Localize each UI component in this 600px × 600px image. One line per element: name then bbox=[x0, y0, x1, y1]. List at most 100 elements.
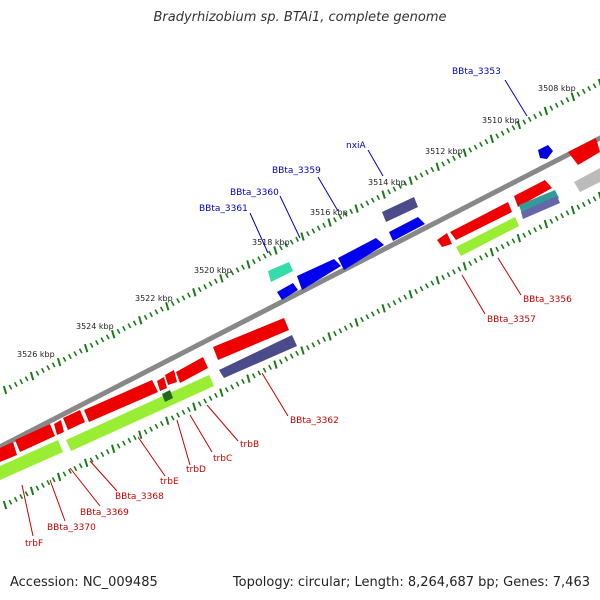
reverse-tick-mark bbox=[554, 215, 559, 222]
gene-trbf[interactable] bbox=[0, 442, 17, 462]
forward-tick-mark bbox=[132, 320, 137, 326]
gene-label[interactable]: trbC bbox=[213, 454, 232, 464]
gene-bbta-3361[interactable] bbox=[268, 262, 293, 282]
gene-bbta-3357-small[interactable] bbox=[437, 233, 452, 247]
reverse-tick-mark bbox=[284, 356, 289, 362]
forward-tick-mark bbox=[533, 113, 537, 120]
forward-tick-mark bbox=[149, 312, 153, 318]
reverse-tick-mark bbox=[73, 465, 78, 472]
gene-label[interactable]: BBta_3359 bbox=[272, 166, 321, 176]
forward-gene-labels: BBta_3353 nxiA BBta_3359 BBta_3360 BBta_… bbox=[199, 67, 501, 214]
leader-bbta-3357 bbox=[461, 274, 486, 315]
reverse-tick-mark bbox=[565, 210, 570, 216]
gene-bbta-3356-teal[interactable] bbox=[519, 190, 559, 214]
gene-bbta-3353[interactable] bbox=[538, 145, 553, 159]
forward-tick-mark bbox=[322, 222, 327, 228]
gene-bbta-3361b[interactable] bbox=[277, 283, 298, 300]
gene-trbb[interactable] bbox=[176, 357, 208, 383]
forward-tick-mark bbox=[127, 323, 132, 329]
gene-bbta-3368[interactable] bbox=[63, 410, 85, 430]
gene-nxia[interactable] bbox=[389, 217, 425, 241]
reverse-tick-mark bbox=[549, 218, 554, 224]
gene-label[interactable]: BBta_3362 bbox=[290, 416, 339, 426]
reverse-tick-mark bbox=[365, 314, 370, 320]
reverse-tick-mark bbox=[516, 233, 522, 243]
gene-bbta-3359[interactable] bbox=[338, 238, 384, 270]
gene-label[interactable]: BBta_3353 bbox=[452, 67, 501, 77]
reverse-tick-mark bbox=[127, 437, 132, 443]
gene-label[interactable]: BBta_3361 bbox=[199, 204, 248, 214]
gene-label[interactable]: nxiA bbox=[346, 141, 367, 151]
gene-label[interactable]: BBta_3370 bbox=[47, 523, 96, 533]
forward-tick-mark bbox=[24, 376, 29, 382]
gene-label[interactable]: BBta_3357 bbox=[487, 315, 536, 325]
forward-tick-mark bbox=[143, 314, 148, 321]
reverse-tick-mark bbox=[581, 201, 586, 208]
gene-dark-green[interactable] bbox=[162, 390, 173, 402]
gene-label[interactable]: trbF bbox=[25, 539, 43, 549]
tick-label: 3516 kbp bbox=[310, 208, 348, 217]
forward-tick-mark bbox=[116, 328, 121, 334]
gene-label[interactable]: BBta_3356 bbox=[523, 295, 572, 305]
reverse-tick-mark bbox=[387, 302, 391, 309]
reverse-tick-mark bbox=[349, 322, 354, 328]
forward-tick-mark bbox=[105, 334, 110, 340]
reverse-tick-mark bbox=[95, 454, 99, 460]
forward-tick-mark bbox=[197, 286, 202, 293]
gene-label[interactable]: trbD bbox=[186, 465, 206, 475]
gene-grey-right[interactable] bbox=[574, 168, 600, 192]
reverse-tick-mark bbox=[354, 318, 359, 327]
forward-tick-mark bbox=[46, 365, 51, 371]
forward-tick-mark bbox=[100, 337, 105, 343]
forward-tick-mark bbox=[214, 278, 218, 284]
forward-tick-mark bbox=[203, 284, 208, 290]
reverse-tick-mark bbox=[543, 219, 549, 229]
reverse-tick-mark bbox=[100, 451, 105, 458]
gene-trbc[interactable] bbox=[165, 370, 177, 385]
gene-bbta-3370[interactable] bbox=[15, 424, 55, 452]
forward-tick-mark bbox=[289, 239, 294, 245]
forward-tick-mark bbox=[414, 175, 418, 181]
gene-label[interactable]: BBta_3360 bbox=[230, 188, 279, 198]
reverse-tick-mark bbox=[511, 238, 516, 244]
gene-bbta-3369[interactable] bbox=[54, 420, 64, 435]
reverse-tick-mark bbox=[473, 258, 478, 264]
forward-tick-mark bbox=[570, 92, 576, 102]
forward-tick-mark bbox=[592, 83, 597, 89]
gene-bbta-3356-navy[interactable] bbox=[521, 196, 560, 219]
gene-rna-left[interactable] bbox=[0, 440, 63, 480]
forward-tick-mark bbox=[230, 270, 235, 276]
leader-bbta-3359 bbox=[317, 176, 339, 212]
reverse-tick-mark bbox=[408, 290, 413, 299]
forward-tick-mark bbox=[484, 139, 489, 145]
gene-trbd[interactable] bbox=[157, 377, 167, 391]
gene-bbta-3357-red[interactable] bbox=[450, 202, 512, 240]
gene-label[interactable]: trbB bbox=[240, 440, 259, 450]
gene-bbta-3362-navy[interactable] bbox=[219, 335, 297, 378]
forward-tick-mark bbox=[19, 379, 24, 385]
tick-label: 3508 kbp bbox=[538, 84, 576, 93]
forward-tick-mark bbox=[122, 326, 126, 332]
gene-nxia-upper[interactable] bbox=[382, 197, 418, 222]
gene-label[interactable]: BBta_3368 bbox=[115, 492, 164, 502]
forward-tick-mark bbox=[251, 259, 256, 265]
reverse-tick-mark bbox=[484, 252, 489, 258]
reverse-tick-mark bbox=[570, 205, 576, 215]
gene-rna-long[interactable] bbox=[66, 375, 214, 451]
leader-bbta-3353 bbox=[504, 79, 528, 117]
reverse-tick-mark bbox=[159, 420, 164, 427]
forward-tick-mark bbox=[62, 356, 67, 362]
gene-bbta-3360[interactable] bbox=[297, 259, 341, 290]
forward-tick-mark bbox=[154, 309, 159, 315]
forward-tick-mark bbox=[278, 245, 283, 251]
gene-trbe[interactable] bbox=[84, 380, 158, 422]
gene-label[interactable]: trbE bbox=[160, 477, 179, 487]
gene-label[interactable]: BBta_3369 bbox=[80, 508, 129, 518]
forward-tick-mark bbox=[35, 370, 40, 376]
genome-summary-text: Topology: circular; Length: 8,264,687 bp… bbox=[232, 575, 590, 590]
gene-red-right[interactable] bbox=[568, 138, 600, 165]
gene-bbta-3356-red[interactable] bbox=[514, 180, 552, 207]
tick-label: 3522 kbp bbox=[135, 294, 173, 303]
gene-bbta-3362-red[interactable] bbox=[213, 318, 289, 360]
gene-bbta-3357-rna[interactable] bbox=[456, 217, 519, 256]
